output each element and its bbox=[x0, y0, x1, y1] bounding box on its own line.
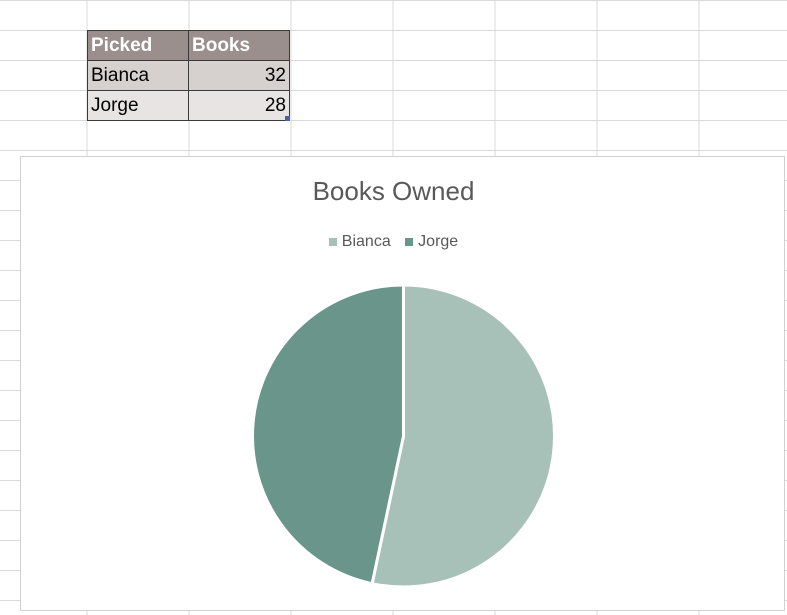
chart-legend[interactable]: Bianca Jorge bbox=[0, 233, 787, 251]
cell-name[interactable]: Bianca bbox=[87, 60, 189, 91]
pie-slice-jorge[interactable] bbox=[251, 283, 405, 586]
legend-item-bianca[interactable]: Bianca bbox=[328, 233, 391, 251]
table-row: Bianca 32 bbox=[87, 60, 290, 91]
legend-label: Jorge bbox=[418, 233, 459, 250]
fill-handle[interactable] bbox=[285, 116, 290, 121]
data-table: Picked Books Bianca 32 Jorge 28 bbox=[87, 30, 290, 121]
cell-name[interactable]: Jorge bbox=[87, 90, 189, 121]
legend-swatch bbox=[328, 238, 337, 246]
pie-slice-bianca[interactable] bbox=[370, 283, 556, 589]
legend-swatch bbox=[405, 238, 414, 246]
legend-item-jorge[interactable]: Jorge bbox=[405, 233, 458, 251]
cell-value[interactable]: 28 bbox=[188, 90, 290, 121]
header-picked[interactable]: Picked bbox=[87, 30, 189, 61]
cell-value[interactable]: 32 bbox=[188, 60, 290, 91]
legend-label: Bianca bbox=[341, 233, 391, 250]
chart-title[interactable]: Books Owned bbox=[312, 176, 475, 206]
table-row: Jorge 28 bbox=[87, 90, 290, 121]
